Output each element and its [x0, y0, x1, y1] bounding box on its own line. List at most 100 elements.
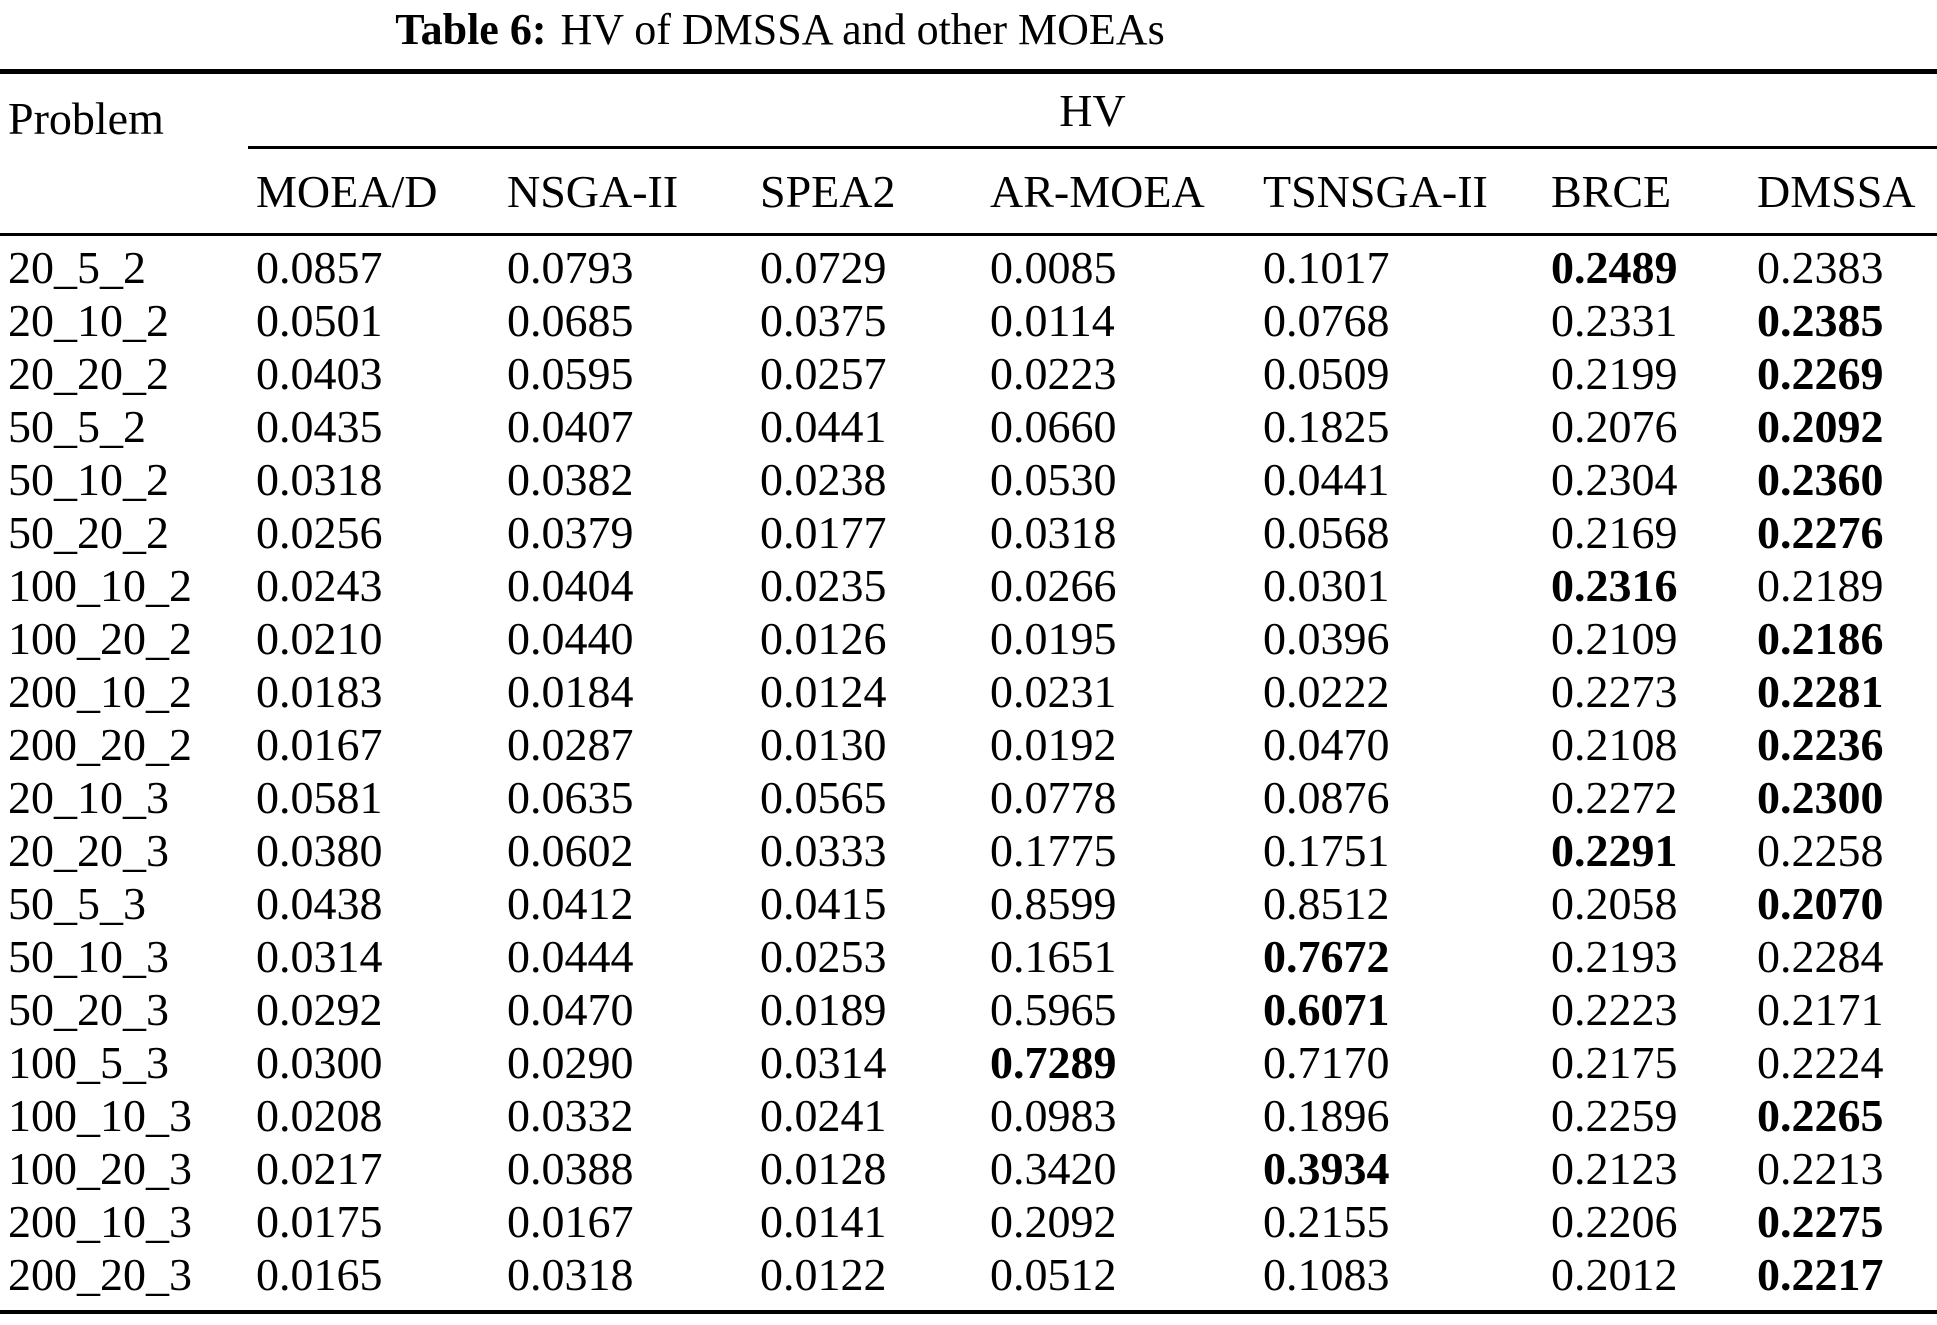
- value-cell: 0.0257: [760, 348, 887, 399]
- value-cell: 0.3934: [1263, 1143, 1390, 1194]
- value-cell: 0.0602: [507, 825, 634, 876]
- table-row: 200_10_3 0.0175 0.0167 0.0141 0.2092 0.2155 0.…: [0, 1195, 1937, 1248]
- value-cell: 0.0301: [1263, 560, 1390, 611]
- value-cell: 0.0238: [760, 454, 887, 505]
- value-cell: 0.0231: [990, 666, 1117, 717]
- table-row: 20_20_2 0.0403 0.0595 0.0257 0.0223 0.0509 0.2…: [0, 347, 1937, 400]
- value-cell: 0.0183: [256, 666, 383, 717]
- table-row: 100_20_3 0.0217 0.0388 0.0128 0.3420 0.3934 0.…: [0, 1142, 1937, 1195]
- value-cell: 0.2175: [1551, 1037, 1678, 1088]
- value-cell: 0.2275: [1757, 1196, 1884, 1247]
- value-cell: 0.0217: [256, 1143, 383, 1194]
- table-row: 100_20_2 0.0210 0.0440 0.0126 0.0195 0.0396 0.…: [0, 612, 1937, 665]
- value-cell: 0.0332: [507, 1090, 634, 1141]
- value-cell: 0.0857: [256, 242, 383, 293]
- value-cell: 0.0167: [507, 1196, 634, 1247]
- column-header-nsga2: NSGA-II: [499, 147, 752, 236]
- table-row: 50_10_3 0.0314 0.0444 0.0253 0.1651 0.7672 0.2…: [0, 930, 1937, 983]
- column-header-brce: BRCE: [1543, 147, 1749, 236]
- value-cell: 0.0165: [256, 1249, 383, 1300]
- value-cell: 0.2269: [1757, 348, 1884, 399]
- value-cell: 0.2189: [1757, 560, 1884, 611]
- table-row: 200_20_2 0.0167 0.0287 0.0130 0.0192 0.0470 0.…: [0, 718, 1937, 771]
- value-cell: 0.2109: [1551, 613, 1678, 664]
- value-cell: 0.0287: [507, 719, 634, 770]
- value-cell: 0.0382: [507, 454, 634, 505]
- value-cell: 0.1825: [1263, 401, 1390, 452]
- column-header-tsnsga2: TSNSGA-II: [1255, 147, 1543, 236]
- value-cell: 0.0441: [1263, 454, 1390, 505]
- value-cell: 0.2304: [1551, 454, 1678, 505]
- value-cell: 0.2171: [1757, 984, 1884, 1035]
- value-cell: 0.0192: [990, 719, 1117, 770]
- value-cell: 0.0530: [990, 454, 1117, 505]
- value-cell: 0.2316: [1551, 560, 1678, 611]
- value-cell: 0.0333: [760, 825, 887, 876]
- value-cell: 0.2012: [1551, 1249, 1678, 1300]
- value-cell: 0.0565: [760, 772, 887, 823]
- value-cell: 0.2489: [1551, 242, 1678, 293]
- value-cell: 0.2108: [1551, 719, 1678, 770]
- value-cell: 0.0595: [507, 348, 634, 399]
- value-cell: 0.6071: [1263, 984, 1390, 1035]
- value-cell: 0.0435: [256, 401, 383, 452]
- value-cell: 0.0241: [760, 1090, 887, 1141]
- value-cell: 0.2193: [1551, 931, 1678, 982]
- row-label: 100_10_2: [8, 560, 192, 611]
- value-cell: 0.0396: [1263, 613, 1390, 664]
- value-cell: 0.0210: [256, 613, 383, 664]
- value-cell: 0.0223: [990, 348, 1117, 399]
- row-label: 50_20_2: [8, 507, 169, 558]
- value-cell: 0.0512: [990, 1249, 1117, 1300]
- row-label: 100_20_2: [8, 613, 192, 664]
- value-cell: 0.2272: [1551, 772, 1678, 823]
- row-label: 50_5_2: [8, 401, 146, 452]
- row-label: 200_20_3: [8, 1249, 192, 1300]
- value-cell: 0.0581: [256, 772, 383, 823]
- value-cell: 0.2070: [1757, 878, 1884, 929]
- value-cell: 0.2217: [1757, 1249, 1884, 1300]
- row-label: 100_5_3: [8, 1037, 169, 1088]
- value-cell: 0.0126: [760, 613, 887, 664]
- value-cell: 0.2206: [1551, 1196, 1678, 1247]
- value-cell: 0.2265: [1757, 1090, 1884, 1141]
- value-cell: 0.1896: [1263, 1090, 1390, 1141]
- row-label: 50_10_2: [8, 454, 169, 505]
- table-caption: Table 6: HV of DMSSA and other MOEAs: [0, 0, 1560, 56]
- method-header-row: MOEA/D NSGA-II SPEA2 AR-MOEA TSNSGA-II B…: [0, 147, 1937, 236]
- value-cell: 0.2155: [1263, 1196, 1390, 1247]
- value-cell: 0.2186: [1757, 613, 1884, 664]
- row-label: 20_5_2: [8, 242, 146, 293]
- value-cell: 0.2223: [1551, 984, 1678, 1035]
- value-cell: 0.0314: [760, 1037, 887, 1088]
- value-cell: 0.0318: [507, 1249, 634, 1300]
- value-cell: 0.0412: [507, 878, 634, 929]
- value-cell: 0.0685: [507, 295, 634, 346]
- value-cell: 0.2360: [1757, 454, 1884, 505]
- value-cell: 0.0438: [256, 878, 383, 929]
- row-label: 200_10_3: [8, 1196, 192, 1247]
- value-cell: 0.0793: [507, 242, 634, 293]
- value-cell: 0.0290: [507, 1037, 634, 1088]
- table-row: 50_5_2 0.0435 0.0407 0.0441 0.0660 0.1825 0.20…: [0, 400, 1937, 453]
- row-label: 200_20_2: [8, 719, 192, 770]
- value-cell: 0.0380: [256, 825, 383, 876]
- value-cell: 0.1017: [1263, 242, 1390, 293]
- value-cell: 0.2259: [1551, 1090, 1678, 1141]
- value-cell: 0.0130: [760, 719, 887, 770]
- value-cell: 0.1083: [1263, 1249, 1390, 1300]
- group-header-row: Problem HV: [0, 71, 1937, 236]
- value-cell: 0.2199: [1551, 348, 1678, 399]
- row-label: 20_20_2: [8, 348, 169, 399]
- value-cell: 0.0266: [990, 560, 1117, 611]
- value-cell: 0.0208: [256, 1090, 383, 1141]
- table-header: Problem HV MOEA/D NSGA-II SPEA2 AR-MOEA …: [0, 71, 1937, 236]
- problem-column-header: Problem: [0, 71, 248, 236]
- value-cell: 0.0122: [760, 1249, 887, 1300]
- value-cell: 0.0167: [256, 719, 383, 770]
- value-cell: 0.2300: [1757, 772, 1884, 823]
- value-cell: 0.2291: [1551, 825, 1678, 876]
- value-cell: 0.2213: [1757, 1143, 1884, 1194]
- value-cell: 0.2224: [1757, 1037, 1884, 1088]
- value-cell: 0.0729: [760, 242, 887, 293]
